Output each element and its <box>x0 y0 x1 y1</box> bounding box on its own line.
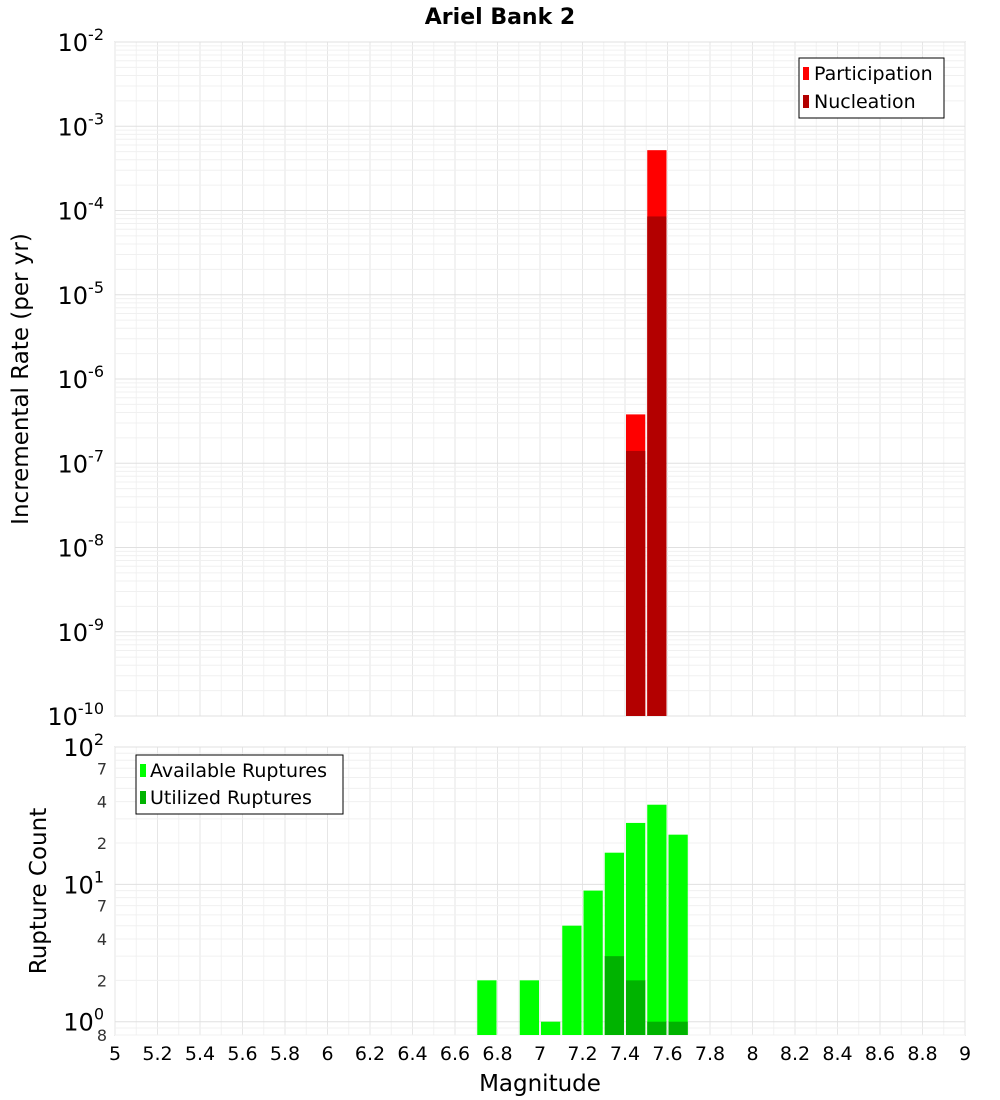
x-tick-label: 5 <box>109 1043 121 1065</box>
bottom-bar-available-ruptures <box>647 804 667 1035</box>
bottom-bar-available-ruptures <box>562 925 582 1035</box>
bottom-bar-utilized-ruptures <box>626 980 646 1035</box>
bottom-bar-utilized-ruptures <box>604 956 624 1035</box>
y-tick-label: 10-5 <box>58 278 105 310</box>
x-tick-label: 5.2 <box>142 1043 172 1065</box>
x-tick-label: 7.4 <box>610 1043 640 1065</box>
legend-label-participation: Participation <box>814 63 933 85</box>
top-plot: 10-10 10-9 10-8 10-7 10-6 10-5 10-4 10-3 10-2 In… <box>8 25 966 731</box>
y-tick-label: 101 <box>63 867 104 899</box>
bottom-bars <box>477 804 688 1035</box>
x-tick-label: 8 <box>746 1043 758 1065</box>
legend-swatch-participation <box>803 67 809 80</box>
x-tick-label: 8.4 <box>822 1043 852 1065</box>
x-tick-label: 5.8 <box>270 1043 300 1065</box>
x-tick-label: 7.8 <box>695 1043 725 1065</box>
y-minor-tick-label: 4 <box>97 930 107 949</box>
y-tick-label: 102 <box>63 730 104 762</box>
bottom-legend-box <box>135 754 344 815</box>
y-minor-tick-label: 4 <box>97 793 107 812</box>
bottom-legend: Available Ruptures Utilized Ruptures <box>135 754 344 815</box>
top-bar-nucleation <box>626 450 646 716</box>
top-legend-box <box>798 57 945 119</box>
legend-swatch-available-ruptures <box>140 764 146 777</box>
bottom-bar-available-ruptures <box>668 834 688 1035</box>
top-grid <box>114 41 966 717</box>
x-tick-label: 6.4 <box>397 1043 427 1065</box>
legend-label-available-ruptures: Available Ruptures <box>150 760 327 782</box>
legend-label-nucleation: Nucleation <box>814 91 916 113</box>
bottom-bar-utilized-ruptures <box>647 1021 667 1035</box>
top-y-ticks: 10-10 10-9 10-8 10-7 10-6 10-5 10-4 10-3 10-2 <box>47 25 104 731</box>
x-tick-label: 8.2 <box>780 1043 810 1065</box>
bottom-y-ticks: 100 101 102 8 2 4 7 2 4 7 <box>63 730 107 1045</box>
x-tick-label: 8.8 <box>907 1043 937 1065</box>
x-ticks: 5 5.2 5.4 5.6 5.8 6 6.2 6.4 6.6 6.8 7 7.2 7.4 7.6 7.8 8… <box>109 1043 971 1065</box>
legend-label-utilized-ruptures: Utilized Ruptures <box>150 787 312 809</box>
bottom-bar-utilized-ruptures <box>668 1021 688 1035</box>
top-legend: Participation Nucleation <box>798 57 945 119</box>
x-tick-label: 5.4 <box>185 1043 215 1065</box>
bottom-bar-available-ruptures <box>519 980 539 1035</box>
legend-swatch-utilized-ruptures <box>140 791 146 804</box>
y-tick-label: 10-2 <box>58 25 105 57</box>
top-bars <box>626 150 667 717</box>
y-minor-tick-label: 7 <box>97 897 107 916</box>
x-tick-label: 6 <box>321 1043 333 1065</box>
y-tick-label: 10-3 <box>58 109 105 141</box>
x-tick-label: 7 <box>534 1043 546 1065</box>
x-tick-label: 6.2 <box>355 1043 385 1065</box>
y-tick-label: 10-6 <box>58 362 105 394</box>
y-tick-label: 10-4 <box>58 194 105 226</box>
top-y-axis-label: Incremental Rate (per yr) <box>8 233 34 525</box>
y-minor-tick-label: 8 <box>97 1026 107 1045</box>
x-axis-label: Magnitude <box>479 1071 601 1097</box>
x-tick-label: 5.6 <box>227 1043 257 1065</box>
top-bar-nucleation <box>647 216 667 716</box>
x-tick-label: 7.2 <box>567 1043 597 1065</box>
bottom-bar-available-ruptures <box>583 890 603 1035</box>
x-tick-label: 6.6 <box>440 1043 470 1065</box>
y-tick-label: 10-9 <box>58 615 105 647</box>
bottom-y-axis-label: Rupture Count <box>26 808 52 974</box>
x-tick-label: 6.8 <box>482 1043 512 1065</box>
y-minor-tick-label: 7 <box>97 759 107 778</box>
legend-swatch-nucleation <box>803 95 809 108</box>
x-tick-label: 8.6 <box>865 1043 895 1065</box>
bottom-bar-available-ruptures <box>477 980 497 1035</box>
bottom-plot: 100 101 102 8 2 4 7 2 4 7 5 5.2 5.4 5.6 5.8 6 6.2 6.4 6.6… <box>26 730 971 1097</box>
x-tick-label: 9 <box>959 1043 971 1065</box>
y-tick-label: 10-8 <box>58 531 105 563</box>
y-tick-label: 10-7 <box>58 446 105 478</box>
x-tick-label: 7.6 <box>652 1043 682 1065</box>
y-minor-tick-label: 2 <box>97 834 107 853</box>
y-minor-tick-label: 2 <box>97 971 107 990</box>
y-tick-label: 100 <box>63 1005 104 1037</box>
bottom-bar-available-ruptures <box>541 1021 561 1035</box>
y-tick-label: 10-10 <box>47 699 104 731</box>
chart-title: Ariel Bank 2 <box>425 5 575 30</box>
